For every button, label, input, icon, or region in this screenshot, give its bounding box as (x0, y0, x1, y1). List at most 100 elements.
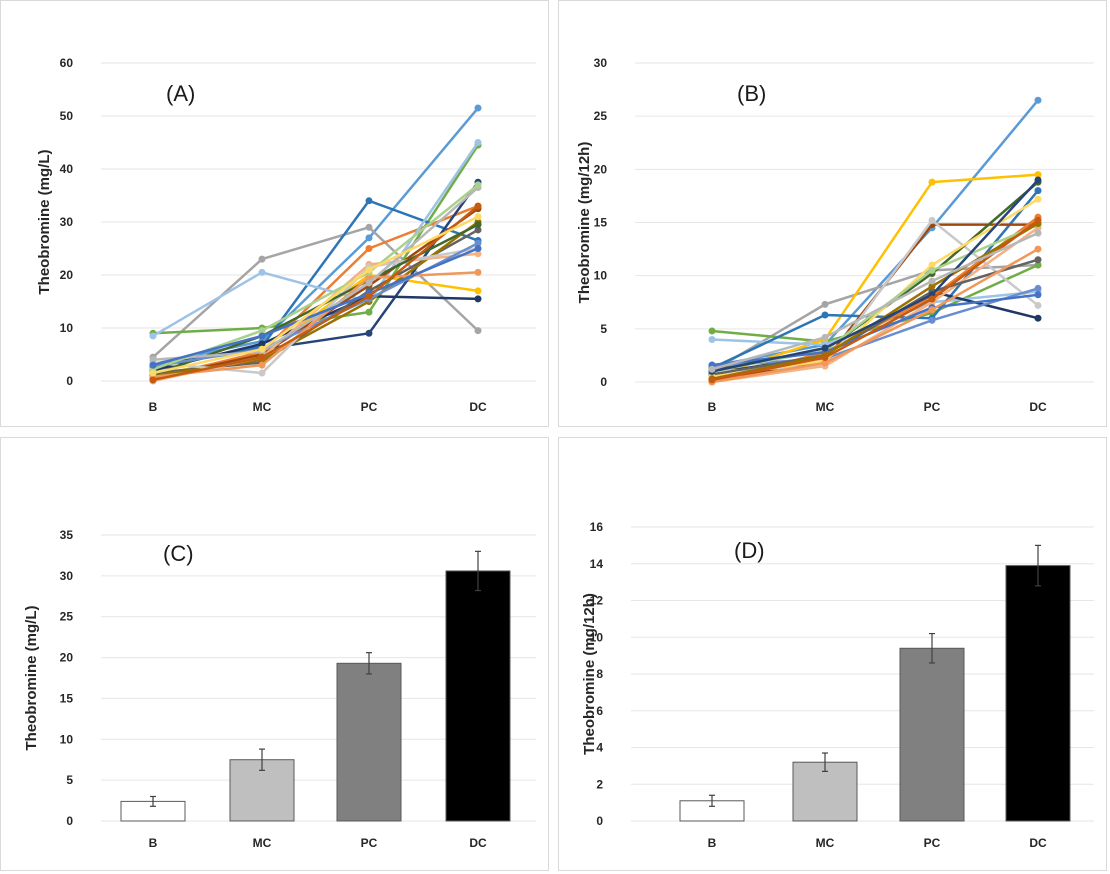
series-line (152, 141, 480, 338)
data-point (365, 308, 373, 316)
y-tick-label: 0 (600, 375, 607, 389)
data-point (708, 376, 716, 384)
y-tick-label: 14 (590, 557, 604, 571)
data-point (474, 250, 482, 258)
bar (899, 647, 965, 822)
y-tick-label: 8 (596, 667, 603, 681)
panel-title: (A) (166, 81, 195, 106)
data-point (928, 261, 936, 269)
data-point (258, 353, 266, 361)
y-tick-label: 4 (596, 741, 603, 755)
y-tick-label: 15 (60, 691, 74, 705)
data-point (928, 216, 936, 224)
y-axis-label: Theobromine (mg/L) (36, 150, 53, 295)
y-tick-label: 10 (590, 630, 604, 644)
data-point (365, 234, 373, 242)
x-tick-label: DC (469, 836, 487, 850)
data-point (365, 274, 373, 282)
data-point (365, 329, 373, 337)
x-tick-label: B (708, 836, 717, 850)
x-tick-label: B (149, 836, 158, 850)
data-point (1034, 229, 1042, 237)
data-point (474, 268, 482, 276)
x-tick-label: PC (361, 400, 378, 414)
x-tick-label: MC (253, 400, 272, 414)
y-tick-label: 0 (596, 814, 603, 828)
y-tick-label: 40 (60, 162, 74, 176)
chart-panel-d: 0 2 4 6 8 10 12 14 16 B MC PC DC Theobromine (mg/12h)… (558, 437, 1107, 871)
chart-panel-a: 0 10 20 30 40 50 60 B MC PC DC Theobromine (mg/L) (A… (0, 0, 549, 427)
series-line (152, 226, 479, 359)
x-tick-label: PC (924, 400, 941, 414)
y-tick-label: 2 (596, 777, 603, 791)
data-point (1034, 195, 1042, 203)
line-chart-b: 0 5 10 15 20 25 30 B MC PC DC Theobromine (mg/12h) (… (576, 56, 1094, 414)
y-tick-label: 20 (60, 651, 74, 665)
x-tick-label: MC (816, 400, 835, 414)
data-point (928, 316, 936, 324)
series-line (711, 287, 1039, 368)
series-line (152, 107, 479, 366)
y-tick-label: 10 (60, 732, 74, 746)
y-tick-label: 10 (594, 269, 608, 283)
data-point (258, 369, 266, 377)
data-point (1034, 176, 1042, 184)
data-point (258, 268, 266, 276)
series-line (711, 226, 1039, 384)
data-point (821, 344, 829, 352)
data-point (928, 295, 936, 303)
data-point (708, 327, 716, 335)
y-axis-label: Theobromine (mg/L) (23, 606, 40, 751)
x-tick-label: B (708, 400, 717, 414)
y-tick-label: 5 (66, 773, 73, 787)
data-point (1034, 291, 1042, 299)
data-point (258, 255, 266, 263)
data-point (1034, 245, 1042, 253)
y-tick-label: 35 (60, 528, 74, 542)
series-line (152, 186, 479, 362)
data-point (1034, 171, 1042, 179)
y-tick-label: 0 (66, 374, 73, 388)
data-point (1034, 301, 1042, 309)
chart-panel-b: 0 5 10 15 20 25 30 B MC PC DC Theobromine (mg/12h) (… (558, 0, 1107, 427)
x-tick-label: DC (1029, 836, 1047, 850)
data-point (474, 327, 482, 335)
series-line (152, 205, 479, 382)
y-tick-label: 10 (60, 321, 74, 335)
x-tick-label: MC (816, 836, 835, 850)
series-line (711, 258, 1039, 376)
data-point (821, 359, 829, 367)
series-line (711, 219, 1039, 382)
series-line (152, 242, 479, 368)
bar-chart-d: 0 2 4 6 8 10 12 14 16 B MC PC DC Theobromine (mg/12h)… (581, 520, 1094, 850)
series-line (152, 215, 479, 375)
data-point (258, 332, 266, 340)
data-point (365, 266, 373, 274)
data-point (1034, 256, 1042, 264)
y-axis-label: Theobromine (mg/12h) (581, 593, 598, 755)
data-point (258, 327, 266, 335)
chart-panel-c: 0 5 10 15 20 25 30 35 B MC PC DC Theobromine (mg/L) (… (0, 437, 549, 871)
series-line (152, 271, 479, 379)
series-line (711, 263, 1039, 373)
panel-title: (B) (737, 81, 766, 106)
data-point (474, 287, 482, 295)
data-point (928, 266, 936, 274)
y-tick-label: 25 (60, 610, 74, 624)
x-tick-label: PC (924, 836, 941, 850)
bar (336, 662, 402, 822)
y-tick-label: 0 (66, 814, 73, 828)
data-point (258, 340, 266, 348)
data-point (474, 181, 482, 189)
data-point (1034, 314, 1042, 322)
data-point (928, 277, 936, 285)
data-point (1034, 216, 1042, 224)
data-point (474, 239, 482, 247)
bar (1005, 565, 1071, 822)
x-tick-label: MC (253, 836, 272, 850)
data-point (474, 295, 482, 303)
x-tick-label: DC (1029, 400, 1047, 414)
data-point (474, 245, 482, 252)
y-tick-label: 50 (60, 109, 74, 123)
y-tick-label: 30 (594, 56, 608, 70)
